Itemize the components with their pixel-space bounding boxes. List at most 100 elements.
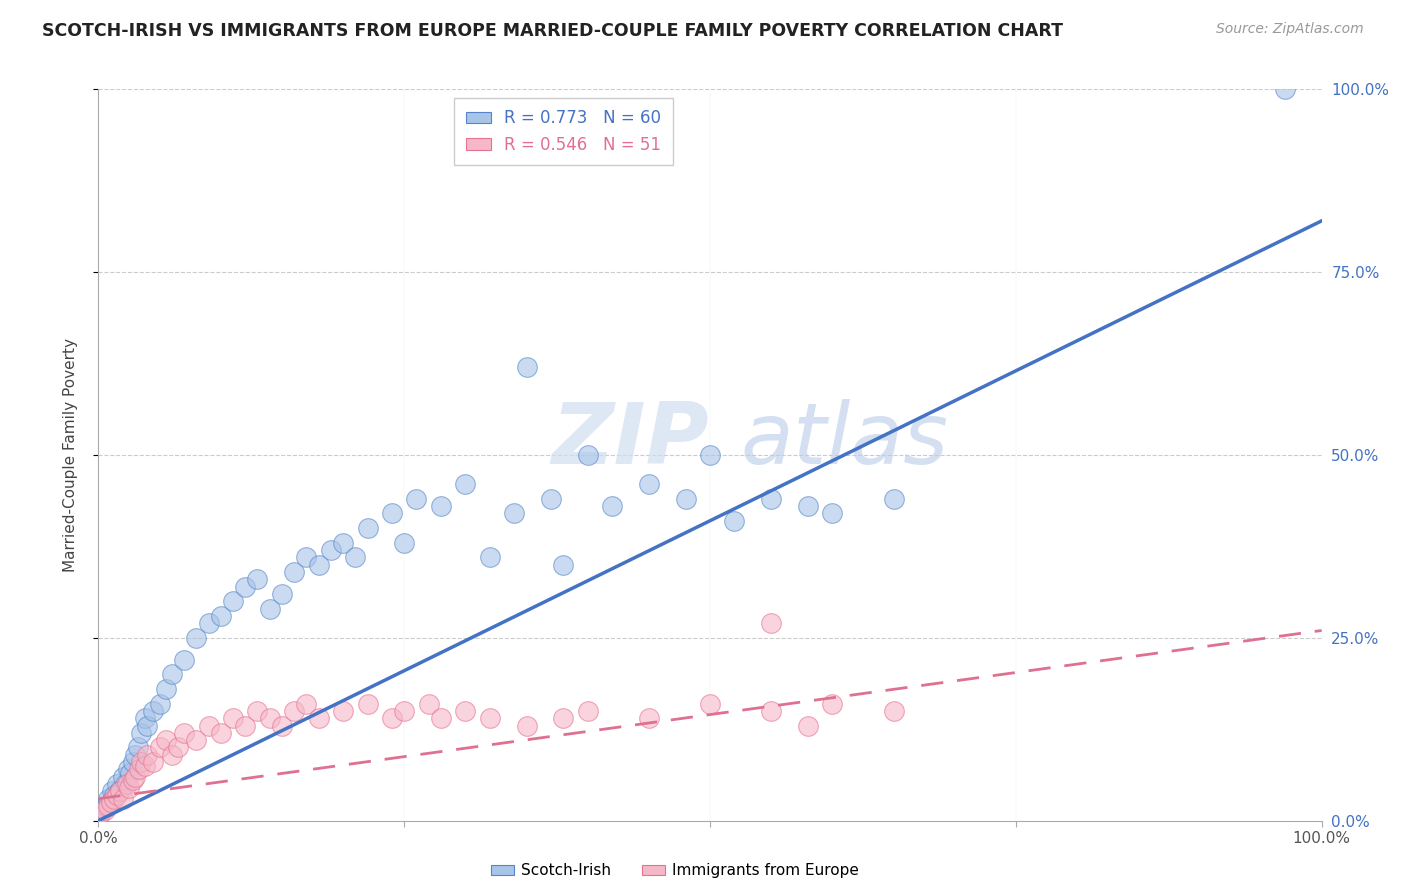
Point bbox=[117, 763, 139, 777]
Point bbox=[160, 747, 183, 762]
Point bbox=[209, 608, 232, 623]
Point bbox=[516, 718, 538, 732]
Point bbox=[115, 777, 138, 791]
Text: atlas: atlas bbox=[741, 399, 949, 482]
Point bbox=[209, 726, 232, 740]
Point bbox=[222, 711, 245, 725]
Point bbox=[97, 791, 120, 805]
Point bbox=[356, 521, 378, 535]
Legend: R = 0.773   N = 60, R = 0.546   N = 51: R = 0.773 N = 60, R = 0.546 N = 51 bbox=[454, 97, 672, 165]
Point bbox=[100, 796, 122, 810]
Point bbox=[761, 616, 783, 631]
Point bbox=[430, 499, 453, 513]
Point bbox=[222, 594, 245, 608]
Point bbox=[118, 780, 141, 795]
Point bbox=[246, 704, 269, 718]
Point bbox=[883, 704, 905, 718]
Point bbox=[295, 697, 318, 711]
Y-axis label: Married-Couple Family Poverty: Married-Couple Family Poverty bbox=[63, 338, 77, 572]
Point bbox=[295, 550, 318, 565]
Point bbox=[821, 697, 844, 711]
Point bbox=[134, 758, 156, 772]
Point bbox=[283, 704, 305, 718]
Point bbox=[129, 726, 152, 740]
Point bbox=[136, 747, 159, 762]
Point bbox=[142, 755, 165, 769]
Point bbox=[233, 580, 256, 594]
Point bbox=[124, 747, 146, 762]
Point bbox=[259, 711, 281, 725]
Point bbox=[105, 788, 128, 802]
Point bbox=[283, 565, 305, 579]
Point bbox=[797, 499, 820, 513]
Text: ZIP: ZIP bbox=[551, 399, 709, 482]
Point bbox=[1274, 82, 1296, 96]
Point bbox=[761, 704, 783, 718]
Point bbox=[723, 514, 745, 528]
Point bbox=[160, 667, 183, 681]
Text: SCOTCH-IRISH VS IMMIGRANTS FROM EUROPE MARRIED-COUPLE FAMILY POVERTY CORRELATION: SCOTCH-IRISH VS IMMIGRANTS FROM EUROPE M… bbox=[42, 22, 1063, 40]
Point bbox=[319, 543, 342, 558]
Point bbox=[675, 491, 697, 506]
Point bbox=[392, 704, 416, 718]
Point bbox=[576, 704, 599, 718]
Point bbox=[344, 550, 367, 565]
Point bbox=[405, 491, 427, 506]
Point bbox=[270, 587, 294, 601]
Point bbox=[332, 535, 354, 549]
Point bbox=[155, 681, 177, 696]
Point bbox=[430, 711, 453, 725]
Point bbox=[110, 784, 132, 798]
Point bbox=[600, 499, 623, 513]
Point bbox=[197, 616, 219, 631]
Point bbox=[197, 718, 219, 732]
Point bbox=[699, 448, 721, 462]
Point bbox=[392, 535, 416, 549]
Point bbox=[127, 740, 149, 755]
Point bbox=[111, 770, 134, 784]
Point bbox=[111, 791, 134, 805]
Point bbox=[454, 477, 477, 491]
Point bbox=[270, 718, 294, 732]
Point bbox=[94, 800, 117, 814]
Point bbox=[246, 572, 269, 586]
Point bbox=[114, 777, 136, 791]
Point bbox=[155, 733, 177, 747]
Point bbox=[418, 697, 440, 711]
Point bbox=[100, 796, 122, 810]
Legend: Scotch-Irish, Immigrants from Europe: Scotch-Irish, Immigrants from Europe bbox=[485, 857, 865, 884]
Point bbox=[638, 477, 661, 491]
Point bbox=[103, 788, 125, 802]
Point bbox=[761, 491, 783, 506]
Point bbox=[134, 711, 156, 725]
Point bbox=[136, 718, 159, 732]
Point bbox=[173, 653, 195, 667]
Point bbox=[90, 806, 112, 821]
Point bbox=[186, 733, 208, 747]
Point bbox=[124, 770, 146, 784]
Point bbox=[129, 755, 152, 769]
Point bbox=[553, 558, 575, 572]
Point bbox=[103, 791, 125, 805]
Point bbox=[97, 799, 120, 814]
Point bbox=[308, 558, 330, 572]
Point bbox=[93, 803, 115, 817]
Point bbox=[173, 726, 195, 740]
Point bbox=[308, 711, 330, 725]
Point bbox=[105, 777, 128, 791]
Point bbox=[121, 773, 143, 788]
Point bbox=[797, 718, 820, 732]
Point bbox=[553, 711, 575, 725]
Point bbox=[478, 711, 501, 725]
Point bbox=[167, 740, 190, 755]
Point bbox=[108, 784, 131, 798]
Point bbox=[576, 448, 599, 462]
Point bbox=[91, 803, 114, 817]
Text: Source: ZipAtlas.com: Source: ZipAtlas.com bbox=[1216, 22, 1364, 37]
Point bbox=[149, 697, 172, 711]
Point bbox=[142, 704, 165, 718]
Point bbox=[101, 784, 124, 798]
Point bbox=[356, 697, 378, 711]
Point bbox=[883, 491, 905, 506]
Point bbox=[381, 507, 404, 521]
